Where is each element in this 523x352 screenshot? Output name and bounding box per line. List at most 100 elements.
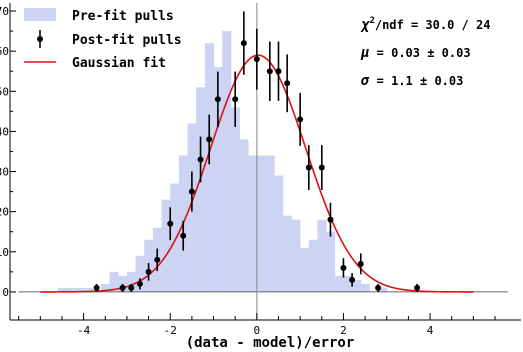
histogram-bar-36: [360, 283, 370, 292]
y-tick-label-7: 70: [0, 5, 9, 18]
postfit-point-9: [197, 136, 204, 183]
histogram-bar-1: [57, 287, 67, 292]
postfit-point-3: [136, 278, 143, 290]
histogram-bar-4: [83, 287, 93, 292]
histogram-bar-25: [265, 155, 275, 292]
postfit-point-2: [128, 283, 135, 292]
postfit-point-5: [154, 248, 161, 272]
postfit-point-0: [93, 283, 100, 292]
histogram-bar-6: [100, 283, 110, 292]
x-tick-label-3: 2: [340, 324, 347, 337]
data-point: [188, 188, 195, 195]
postfit-point-10: [206, 114, 213, 165]
histogram-bar-35: [352, 279, 362, 292]
postfit-point-18: [297, 92, 304, 146]
histogram-bar-23: [248, 155, 258, 292]
legend-entry-fit: Gaussian fit: [24, 56, 166, 71]
histogram-bar-7: [109, 271, 119, 292]
postfit-point-4: [145, 263, 152, 281]
data-point: [414, 284, 421, 291]
postfit-point-15: [266, 41, 273, 101]
data-point: [349, 276, 356, 283]
y-tick-label-2: 20: [0, 206, 9, 219]
legend-label: Pre-fit pulls: [72, 9, 174, 24]
data-point: [240, 40, 247, 47]
histogram-bar-34: [343, 275, 353, 292]
y-tick-label-5: 50: [0, 85, 9, 98]
histogram-bar-31: [317, 219, 327, 292]
histogram-bar-14: [170, 183, 180, 292]
histogram-bar-38: [378, 287, 388, 292]
postfit-point-16: [275, 41, 282, 101]
postfit-point-21: [327, 202, 334, 237]
histogram-bar-9: [126, 271, 136, 292]
y-tick-label-6: 60: [0, 45, 9, 58]
postfit-point-25: [375, 283, 382, 292]
legend-label: Post-fit pulls: [72, 33, 182, 48]
histogram-bar-8: [118, 275, 128, 292]
postfit-point-7: [180, 220, 187, 251]
postfit-point-6: [167, 207, 174, 241]
data-point: [145, 268, 152, 275]
histogram-bar-28: [291, 219, 301, 292]
histogram-bar-33: [334, 275, 344, 292]
legend-entry-prefit: Pre-fit pulls: [24, 8, 174, 24]
postfit-points: [93, 11, 421, 292]
data-point: [357, 260, 364, 267]
postfit-point-26: [414, 283, 421, 292]
histogram-bar-10: [135, 255, 145, 292]
legend-swatch-prefit: [24, 8, 56, 21]
data-point: [327, 216, 334, 223]
histogram-bar-32: [326, 231, 336, 292]
data-point: [206, 136, 213, 143]
postfit-point-17: [284, 54, 291, 113]
legend: Pre-fit pulls Post-fit pulls Gaussian fit: [24, 8, 182, 71]
postfit-point-22: [340, 258, 347, 278]
postfit-point-8: [188, 171, 195, 212]
data-point: [136, 280, 143, 287]
legend-point: [37, 36, 43, 42]
postfit-point-11: [214, 71, 221, 127]
data-point: [180, 232, 187, 239]
data-point: [232, 96, 239, 103]
data-point: [197, 156, 204, 163]
data-point: [266, 68, 273, 75]
data-point: [340, 264, 347, 271]
legend-entry-postfit: Post-fit pulls: [37, 30, 182, 48]
x-tick-label-2: 0: [254, 324, 261, 337]
x-tick-label-0: -4: [77, 324, 91, 337]
data-point: [305, 164, 312, 171]
histogram-bar-3: [74, 287, 85, 292]
postfit-point-13: [240, 11, 247, 75]
data-point: [375, 284, 382, 291]
histogram-bar-2: [66, 287, 76, 292]
data-point: [284, 80, 291, 87]
postfit-point-12: [232, 71, 239, 127]
data-point: [154, 256, 161, 263]
axes: 0 10 20 30 40 50 60 70 -4 -2 0 2 4: [0, 3, 521, 337]
y-tick-label-4: 40: [0, 125, 9, 138]
data-point: [93, 284, 100, 291]
histogram-bar-29: [300, 247, 310, 292]
fit-annotation-2: σ = 1.1 ± 0.03: [360, 73, 463, 89]
fit-annotations: χ2/ndf = 30.0 / 24 μ = 0.03 ± 0.03 σ = 1.1…: [360, 16, 490, 89]
histogram-bar-27: [282, 215, 292, 292]
legend-label: Gaussian fit: [72, 56, 166, 71]
y-tick-label-3: 30: [0, 166, 9, 179]
postfit-point-14: [253, 28, 260, 90]
histogram-bar-18: [204, 43, 214, 292]
postfit-point-19: [305, 145, 312, 190]
histogram-bar-21: [230, 107, 240, 292]
postfit-point-24: [357, 253, 364, 275]
x-tick-label-1: -2: [164, 324, 177, 337]
histogram-bar-30: [308, 239, 318, 292]
histogram-bar-13: [161, 199, 171, 292]
histogram-bar-20: [222, 31, 232, 292]
postfit-point-1: [119, 283, 126, 292]
histogram-bar-17: [196, 87, 206, 292]
x-tick-label-4: 4: [427, 324, 434, 337]
postfit-point-23: [349, 273, 356, 287]
data-point: [128, 284, 135, 291]
fit-annotation-0: χ2/ndf = 30.0 / 24: [360, 16, 490, 33]
